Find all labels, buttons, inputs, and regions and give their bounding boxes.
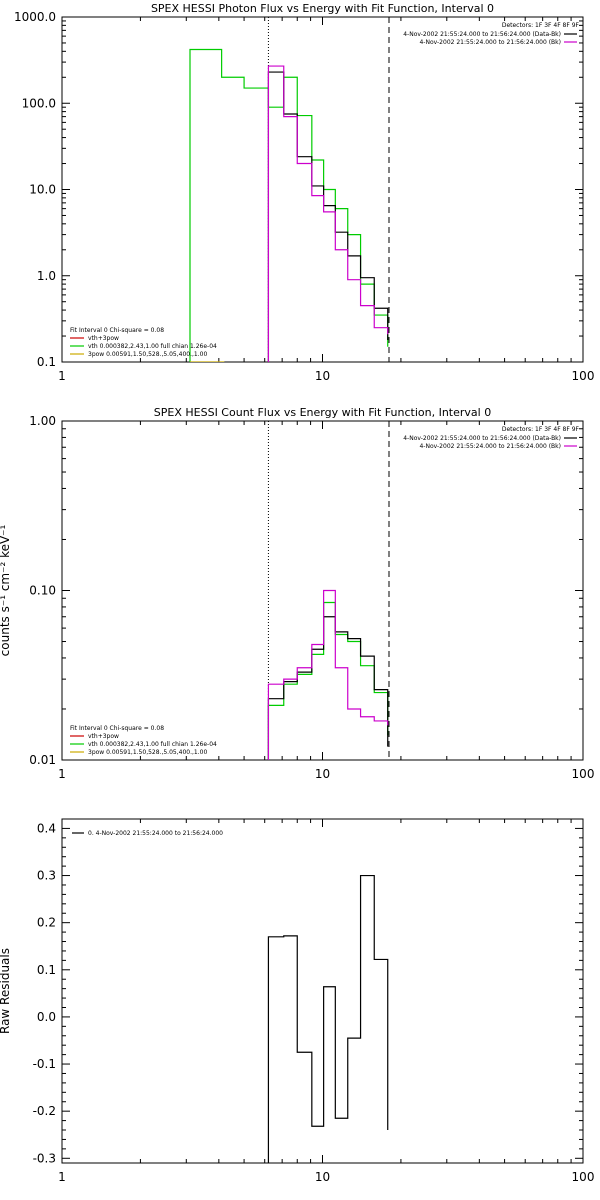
histogram-series-1-1 [267, 616, 389, 760]
legend-entry-0: 4-Nov-2002 21:55:24.000 to 21:56:24.000 … [419, 39, 561, 46]
legend-entry-0: 4-Nov-2002 21:55:24.000 to 21:56:24.000 … [403, 31, 561, 38]
plot-frame-0 [61, 16, 584, 363]
residual-legend-entry: 0. 4-Nov-2002 21:55:24.000 to 21:56:24.0… [88, 830, 223, 837]
y-tick-label-1: 1.00 [29, 414, 56, 428]
y-tick-label-0: 100.0 [22, 96, 56, 110]
legend-entry-1: 4-Nov-2002 21:55:24.000 to 21:56:24.000 … [419, 443, 561, 450]
fit-legend-entry-1: vth+3pow [88, 733, 119, 740]
legend-entry-1: 4-Nov-2002 21:55:24.000 to 21:56:24.000 … [403, 435, 561, 442]
chart-title-0: SPEX HESSI Photon Flux vs Energy with Fi… [151, 2, 494, 15]
y-tick-label-0: 1.0 [37, 269, 56, 283]
y-tick-label-2: 0.4 [37, 821, 56, 835]
histogram-series-2-0 [267, 874, 389, 1163]
fit-legend-entry-0: 3pow 0.00591,1.50,528.,5.05,400.,1.00 [88, 351, 207, 358]
x-tick-label-1: 10 [315, 767, 330, 781]
legend-header-0: Detectors: 1F 3F 4F 8F 9F [502, 22, 580, 29]
y-tick-label-2: -0.3 [33, 1151, 56, 1165]
x-tick-label-0: 100 [572, 369, 595, 383]
histogram-series-0-2 [267, 65, 389, 362]
x-tick-label-0: 10 [315, 369, 330, 383]
histogram-series-0-0 [189, 48, 389, 362]
y-tick-label-0: 10.0 [29, 183, 56, 197]
fit-legend-entry-1: vth 0.000382,2.43,1.00 full chian 1.26e-… [88, 741, 217, 748]
x-tick-label-2: 10 [315, 1170, 330, 1184]
plot-frame-1 [61, 420, 584, 761]
legend-header-1: Detectors: 1F 3F 4F 8F 9F [502, 426, 580, 433]
y-axis-label-2: Raw Residuals [0, 948, 12, 1034]
fit-legend-header-0: Fit Interval 0 Chi-square = 0.08 [70, 327, 164, 334]
y-axis-label-1: counts s⁻¹ cm⁻² keV⁻¹ [0, 524, 12, 656]
y-tick-label-2: 0.2 [37, 916, 56, 930]
chart-title-1: SPEX HESSI Count Flux vs Energy with Fit… [154, 406, 491, 419]
histogram-series-0-1 [267, 71, 389, 362]
y-tick-label-2: 0.3 [37, 869, 56, 883]
x-tick-label-1: 1 [58, 767, 66, 781]
plot-frame-2 [61, 818, 584, 1164]
x-tick-label-0: 1 [58, 369, 66, 383]
y-tick-label-2: 0.0 [37, 1010, 56, 1024]
fit-legend-entry-0: vth+3pow [88, 335, 119, 342]
histogram-series-1-0 [267, 601, 389, 760]
y-tick-label-0: 0.1 [37, 355, 56, 369]
y-tick-label-2: -0.1 [33, 1057, 56, 1071]
histogram-series-1-2 [267, 589, 389, 760]
fit-legend-entry-1: 3pow 0.00591,1.50,528.,5.05,400.,1.00 [88, 749, 207, 756]
y-tick-label-2: -0.2 [33, 1104, 56, 1118]
x-tick-label-2: 1 [58, 1170, 66, 1184]
fit-legend-entry-0: vth 0.000382,2.43,1.00 full chian 1.26e-… [88, 343, 217, 350]
y-tick-label-0: 1000.0 [14, 10, 56, 24]
y-tick-label-1: 0.01 [29, 753, 56, 767]
x-tick-label-2: 100 [572, 1170, 595, 1184]
y-tick-label-1: 0.10 [29, 584, 56, 598]
fit-legend-header-1: Fit Interval 0 Chi-square = 0.08 [70, 725, 164, 732]
x-tick-label-1: 100 [572, 767, 595, 781]
y-tick-label-2: 0.1 [37, 963, 56, 977]
